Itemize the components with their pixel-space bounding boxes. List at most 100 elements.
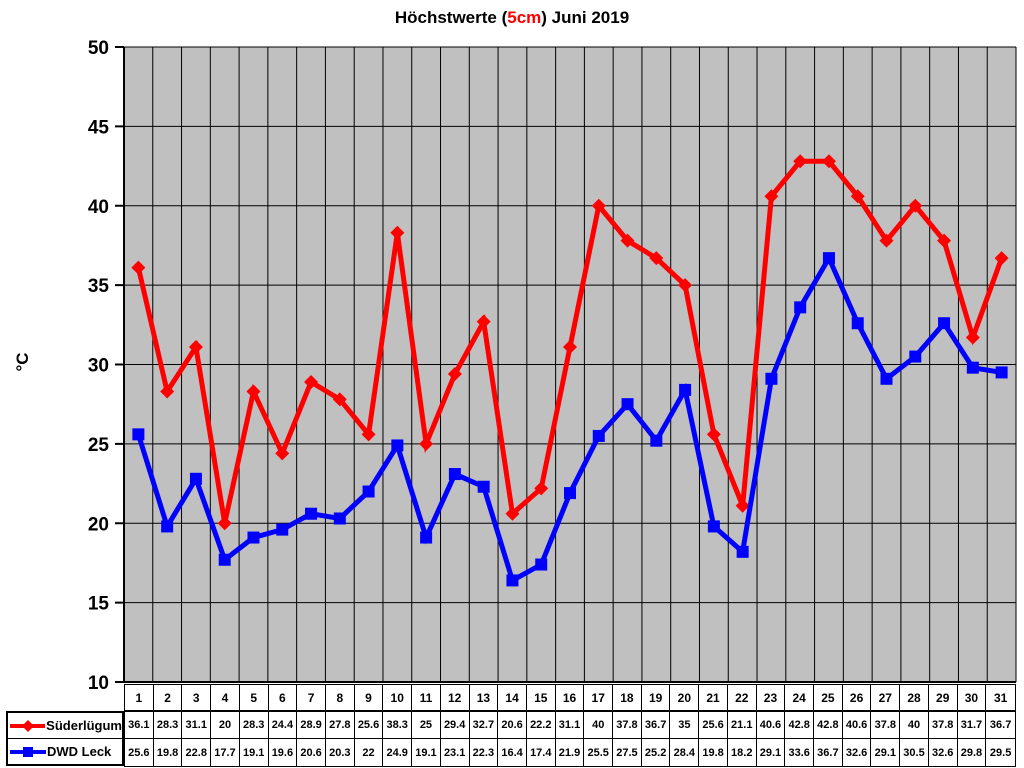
data-point-marker: [361, 427, 376, 442]
data-point-marker: [275, 446, 290, 461]
value-cell: 38.3: [383, 712, 413, 739]
value-cell: 31.1: [555, 712, 585, 739]
data-point-marker: [966, 361, 979, 374]
value-cell: 22.2: [526, 712, 556, 739]
value-cell: 40: [584, 712, 614, 739]
data-point-marker: [333, 512, 346, 525]
data-point-marker: [506, 574, 519, 587]
day-header-row: 1 2 3 4 5 6 7 8 9 10 11 12 13 14 15 16 17 18 19 20 21 22 23 24 2…: [124, 684, 1016, 711]
data-table: 36.1 28.3 31.1 20 28.3 24.4 28.9 27.8 25.6 38.3 25…: [124, 711, 1016, 767]
data-point-marker: [160, 384, 175, 399]
data-point-marker: [217, 516, 232, 531]
data-point-marker: [189, 472, 202, 485]
data-point-marker: [476, 314, 491, 329]
y-tick-label: 30: [88, 356, 109, 377]
day-header-cell: 16: [556, 685, 585, 710]
value-cell: 35: [670, 712, 700, 739]
data-point-marker: [132, 428, 145, 441]
data-point-marker: [822, 252, 835, 265]
value-cell: 29.5: [989, 746, 1012, 759]
legend-label: DWD Leck: [47, 744, 112, 759]
y-tick-label: 15: [88, 594, 110, 615]
legend-item: Süderlügum: [8, 713, 122, 739]
value-cell: 25.6: [354, 712, 384, 739]
day-header-cell: 19: [642, 685, 671, 710]
value-cell: 36.1: [125, 712, 154, 739]
value-cell: 24.9: [383, 739, 413, 766]
data-point-marker: [305, 507, 318, 520]
data-point-marker: [592, 429, 605, 442]
data-point-marker: [650, 434, 663, 447]
y-tick-label: 10: [88, 673, 109, 690]
day-header-cell: 23: [757, 685, 786, 710]
data-point-marker: [448, 468, 461, 481]
value-cell: 18.2: [728, 739, 757, 766]
data-point-marker: [880, 372, 893, 385]
value-cell: 32.6: [929, 739, 958, 766]
value-cell: 29.1: [757, 739, 786, 766]
day-header-cell: 31: [993, 690, 1008, 705]
day-header-cell: 21: [699, 685, 728, 710]
value-cell: 28.3: [153, 712, 183, 739]
value-cell: 40.6: [842, 712, 872, 739]
day-header-cell: 1: [125, 685, 154, 710]
day-header-cell: 29: [929, 685, 958, 710]
data-point-marker: [851, 317, 864, 330]
data-point-marker: [850, 189, 865, 204]
data-point-marker: [563, 340, 577, 355]
data-point-marker: [591, 198, 606, 213]
value-cell: 40.6: [756, 712, 786, 739]
value-cell: 16.4: [498, 739, 527, 766]
data-point-marker: [505, 506, 520, 521]
data-point-marker: [764, 189, 779, 204]
data-point-marker: [477, 480, 490, 493]
value-cell: 21.9: [556, 739, 585, 766]
day-header-cell: 30: [958, 685, 987, 710]
data-point-marker: [534, 481, 549, 496]
day-header-cell: 24: [785, 685, 815, 710]
data-point-marker: [937, 233, 952, 248]
value-cell: 21.1: [727, 712, 757, 739]
value-cell: 25.5: [584, 739, 614, 766]
data-point-marker: [304, 374, 319, 389]
data-point-marker: [793, 154, 808, 169]
data-point-marker: [679, 383, 692, 396]
data-point-marker: [276, 523, 289, 536]
value-cell: 19.8: [154, 739, 183, 766]
data-point-marker: [621, 398, 634, 411]
data-point-marker: [419, 436, 434, 451]
value-cell: 20.6: [297, 739, 326, 766]
value-cell: 30.5: [900, 739, 929, 766]
day-header-cell: 25: [814, 685, 843, 710]
data-point-marker: [246, 384, 261, 399]
day-header-cell: 26: [843, 685, 872, 710]
day-header-cell: 13: [470, 685, 499, 710]
value-cell: 19.1: [240, 739, 269, 766]
value-cell: 31.1: [182, 712, 212, 739]
plot-area: 10 15 20 25 30 35 40 45 50: [88, 38, 1017, 690]
day-header-cell: 27: [871, 685, 901, 710]
data-point-marker: [188, 340, 203, 355]
day-header-cell: 4: [211, 685, 240, 710]
day-header-cell: 28: [900, 685, 929, 710]
day-header-cell: 18: [613, 685, 642, 710]
data-point-marker: [362, 485, 375, 498]
data-point-marker: [332, 392, 347, 407]
day-header-cell: 10: [383, 685, 413, 710]
value-cell: 20.6: [498, 712, 527, 739]
value-cell: 32.7: [469, 712, 499, 739]
data-point-marker: [535, 558, 548, 571]
value-cell: 25.6: [125, 739, 154, 766]
value-cell: 36.7: [986, 712, 1015, 739]
value-cell: 28.4: [670, 739, 700, 766]
day-header-cell: 15: [527, 685, 556, 710]
value-cell: 37.8: [613, 712, 642, 739]
value-cell: 22: [355, 739, 384, 766]
value-cell: 19.1: [412, 739, 441, 766]
data-point-marker: [879, 233, 894, 248]
value-cell: 28.3: [239, 712, 269, 739]
data-point-marker: [218, 553, 231, 566]
value-cell: 25: [412, 712, 441, 739]
chart-title-prefix: Höchstwerte (: [394, 8, 508, 27]
